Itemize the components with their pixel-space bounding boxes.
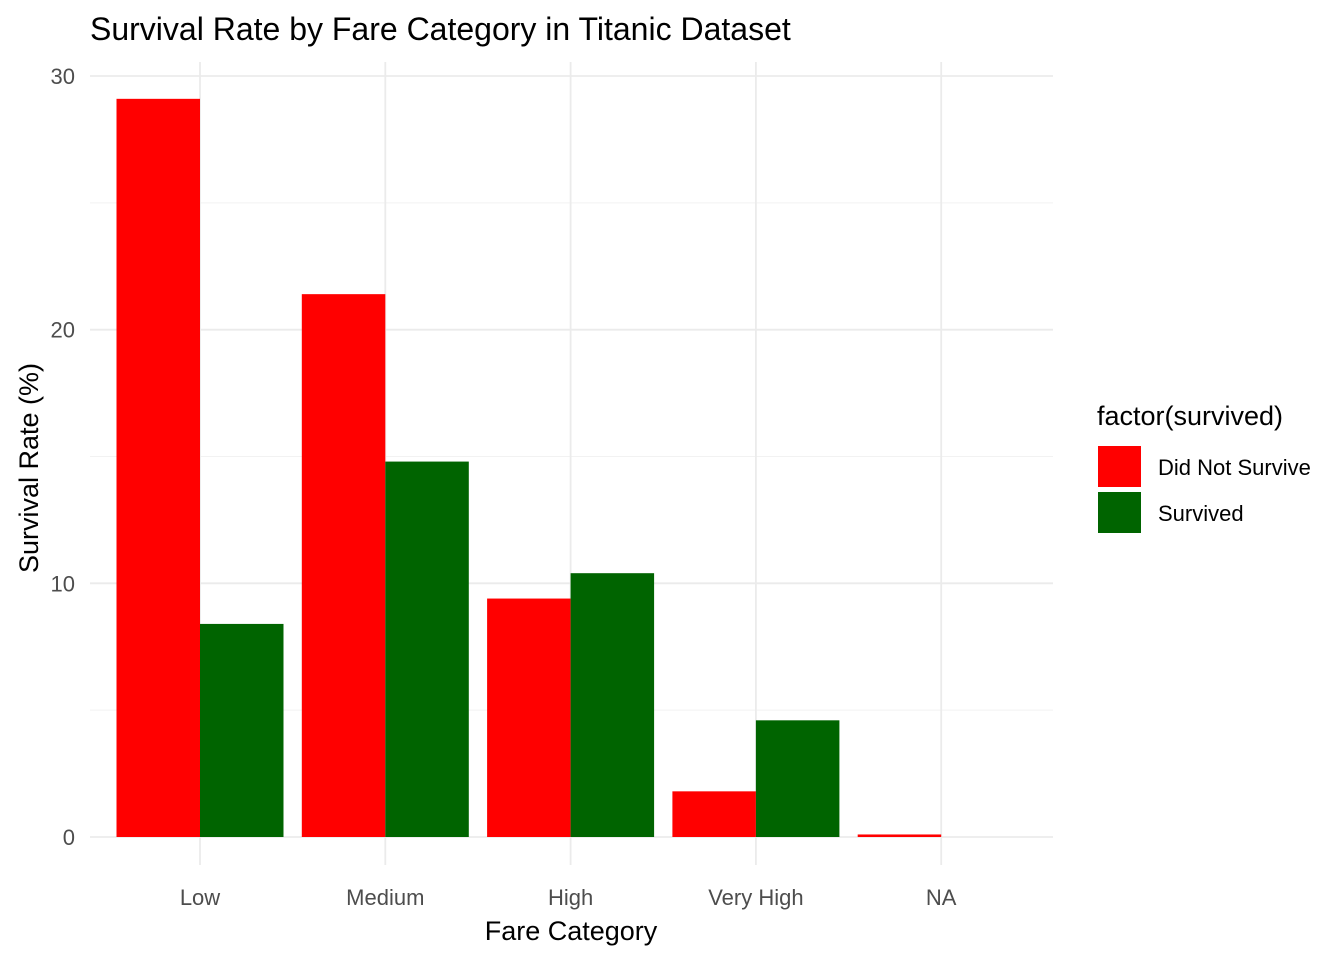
y-tick-label: 10 (51, 571, 75, 596)
legend-title: factor(survived) (1097, 401, 1283, 431)
bar-did-not-survive-na (857, 834, 942, 837)
x-tick-label: NA (926, 885, 957, 910)
axes: 0 10 20 30 Low Medium High Very High NA (51, 64, 957, 910)
bar-did-not-survive-high (487, 598, 571, 837)
bars (116, 98, 942, 837)
y-tick-label: 0 (63, 825, 75, 850)
x-tick-label: High (548, 885, 593, 910)
bar-survived-very-high (755, 720, 840, 837)
bar-survived-high (570, 573, 655, 837)
bar-survived-medium (385, 461, 469, 837)
x-tick-label: Low (180, 885, 220, 910)
y-tick-label: 20 (51, 318, 75, 343)
legend-items: Did Not Survive Survived (1098, 446, 1311, 533)
legend-label: Did Not Survive (1158, 455, 1311, 480)
legend: factor(survived) Did Not Survive Survived (1097, 401, 1311, 533)
legend-label: Survived (1158, 501, 1244, 526)
y-axis-title: Survival Rate (%) (14, 363, 44, 573)
legend-swatch (1098, 446, 1141, 487)
x-tick-label: Very High (708, 885, 803, 910)
bar-did-not-survive-low (116, 98, 200, 837)
legend-swatch (1098, 492, 1141, 533)
bar-did-not-survive-medium (301, 294, 386, 837)
y-tick-label: 30 (51, 64, 75, 89)
x-axis-title: Fare Category (485, 916, 658, 946)
chart-title: Survival Rate by Fare Category in Titani… (90, 11, 791, 47)
bar-did-not-survive-very-high (672, 791, 756, 837)
x-tick-label: Medium (346, 885, 424, 910)
bar-survived-low (200, 623, 284, 837)
